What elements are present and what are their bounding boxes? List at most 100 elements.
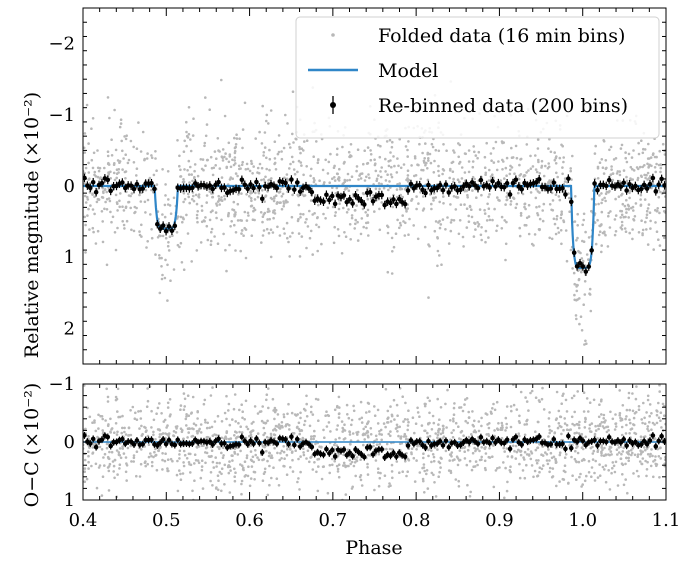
residual-point bbox=[97, 466, 101, 469]
folded-data-point bbox=[328, 181, 332, 184]
folded-data-point bbox=[523, 205, 526, 209]
folded-data-point bbox=[459, 203, 463, 206]
residual-point bbox=[285, 473, 289, 477]
residual-point bbox=[239, 449, 242, 453]
folded-data-point bbox=[150, 154, 153, 157]
folded-data-point bbox=[392, 245, 396, 249]
residual-point bbox=[548, 470, 551, 474]
residual-point bbox=[323, 436, 326, 440]
residual-point bbox=[452, 413, 456, 417]
folded-data-point bbox=[505, 174, 508, 177]
folded-data-point bbox=[262, 178, 266, 181]
residual-point bbox=[129, 409, 132, 412]
rebinned-marker bbox=[172, 223, 178, 229]
folded-data-point bbox=[87, 161, 90, 165]
residual-point bbox=[365, 411, 368, 414]
residual-marker bbox=[210, 442, 216, 447]
folded-data-point bbox=[389, 196, 392, 200]
folded-data-point bbox=[114, 193, 118, 197]
folded-data-point bbox=[536, 147, 540, 150]
residual-point bbox=[227, 464, 230, 468]
folded-data-point bbox=[84, 223, 87, 227]
folded-data-point bbox=[361, 207, 365, 211]
residual-point bbox=[402, 435, 406, 438]
rebinned-marker bbox=[452, 184, 457, 189]
residual-point bbox=[488, 447, 491, 450]
folded-data-point bbox=[653, 166, 657, 169]
residual-marker bbox=[131, 442, 137, 447]
residual-point bbox=[454, 421, 458, 425]
residual-point bbox=[87, 435, 90, 438]
residual-point bbox=[583, 479, 587, 483]
folded-data-point bbox=[237, 164, 241, 168]
folded-data-point bbox=[240, 163, 244, 167]
residual-point bbox=[137, 410, 140, 413]
folded-data-point bbox=[466, 196, 470, 199]
rebinned-data-point bbox=[131, 184, 137, 194]
residual-point bbox=[548, 459, 551, 462]
folded-data-point bbox=[353, 227, 357, 230]
folded-data-point bbox=[450, 161, 454, 165]
residual-point bbox=[366, 462, 369, 466]
folded-data-point bbox=[365, 175, 368, 179]
rebinned-residual-point bbox=[475, 440, 481, 448]
folded-data-point bbox=[603, 196, 606, 200]
rebinned-residual-point bbox=[327, 449, 332, 457]
residual-point bbox=[248, 434, 251, 438]
residual-point bbox=[620, 418, 624, 422]
folded-data-point bbox=[630, 156, 634, 159]
folded-data-point bbox=[594, 242, 598, 246]
residual-point bbox=[179, 427, 183, 431]
folded-data-point bbox=[273, 195, 276, 199]
residual-point bbox=[630, 453, 633, 457]
rebinned-data-point bbox=[396, 194, 402, 204]
residual-point bbox=[378, 476, 382, 480]
folded-data-point bbox=[348, 178, 352, 182]
residual-point bbox=[641, 450, 644, 454]
residual-point bbox=[375, 443, 379, 447]
rebinned-data-point bbox=[321, 197, 326, 206]
residual-point bbox=[603, 446, 606, 450]
folded-data-point bbox=[217, 149, 220, 152]
folded-data-point bbox=[656, 207, 659, 210]
folded-data-point bbox=[302, 173, 305, 177]
folded-data-point bbox=[189, 138, 192, 141]
rebinned-residual-point bbox=[388, 452, 393, 460]
residual-point bbox=[480, 416, 483, 420]
residual-point bbox=[548, 428, 552, 432]
folded-data-point bbox=[83, 215, 86, 219]
residual-point bbox=[376, 408, 380, 412]
residual-marker bbox=[568, 445, 574, 451]
rebinned-marker bbox=[163, 228, 169, 234]
residual-point bbox=[83, 384, 86, 387]
folded-data-point bbox=[320, 242, 323, 246]
folded-data-point bbox=[486, 202, 489, 206]
folded-data-point bbox=[266, 210, 270, 214]
residual-point bbox=[98, 445, 102, 449]
residual-point bbox=[103, 452, 107, 456]
residual-point bbox=[456, 463, 460, 467]
residual-marker bbox=[487, 440, 492, 446]
folded-data-point bbox=[288, 167, 291, 170]
residual-point bbox=[401, 470, 405, 474]
folded-data-point bbox=[106, 154, 110, 158]
residual-point bbox=[474, 430, 478, 434]
residual-point bbox=[478, 458, 482, 462]
folded-data-point bbox=[614, 214, 618, 217]
folded-data-point bbox=[298, 145, 301, 149]
residual-point bbox=[327, 421, 331, 424]
residual-point bbox=[587, 410, 590, 413]
residual-point bbox=[659, 446, 662, 450]
rebinned-data-point bbox=[356, 194, 361, 203]
residual-point bbox=[592, 449, 596, 453]
folded-data-point bbox=[98, 166, 102, 170]
residual-point bbox=[314, 397, 318, 401]
top-y-tick-label: 2 bbox=[64, 318, 75, 339]
folded-data-point bbox=[221, 148, 225, 151]
residual-point bbox=[480, 455, 484, 459]
residual-point bbox=[234, 471, 237, 475]
folded-data-point bbox=[314, 194, 317, 197]
folded-data-point bbox=[504, 166, 508, 170]
folded-data-point bbox=[406, 155, 410, 158]
residual-point bbox=[442, 427, 445, 431]
